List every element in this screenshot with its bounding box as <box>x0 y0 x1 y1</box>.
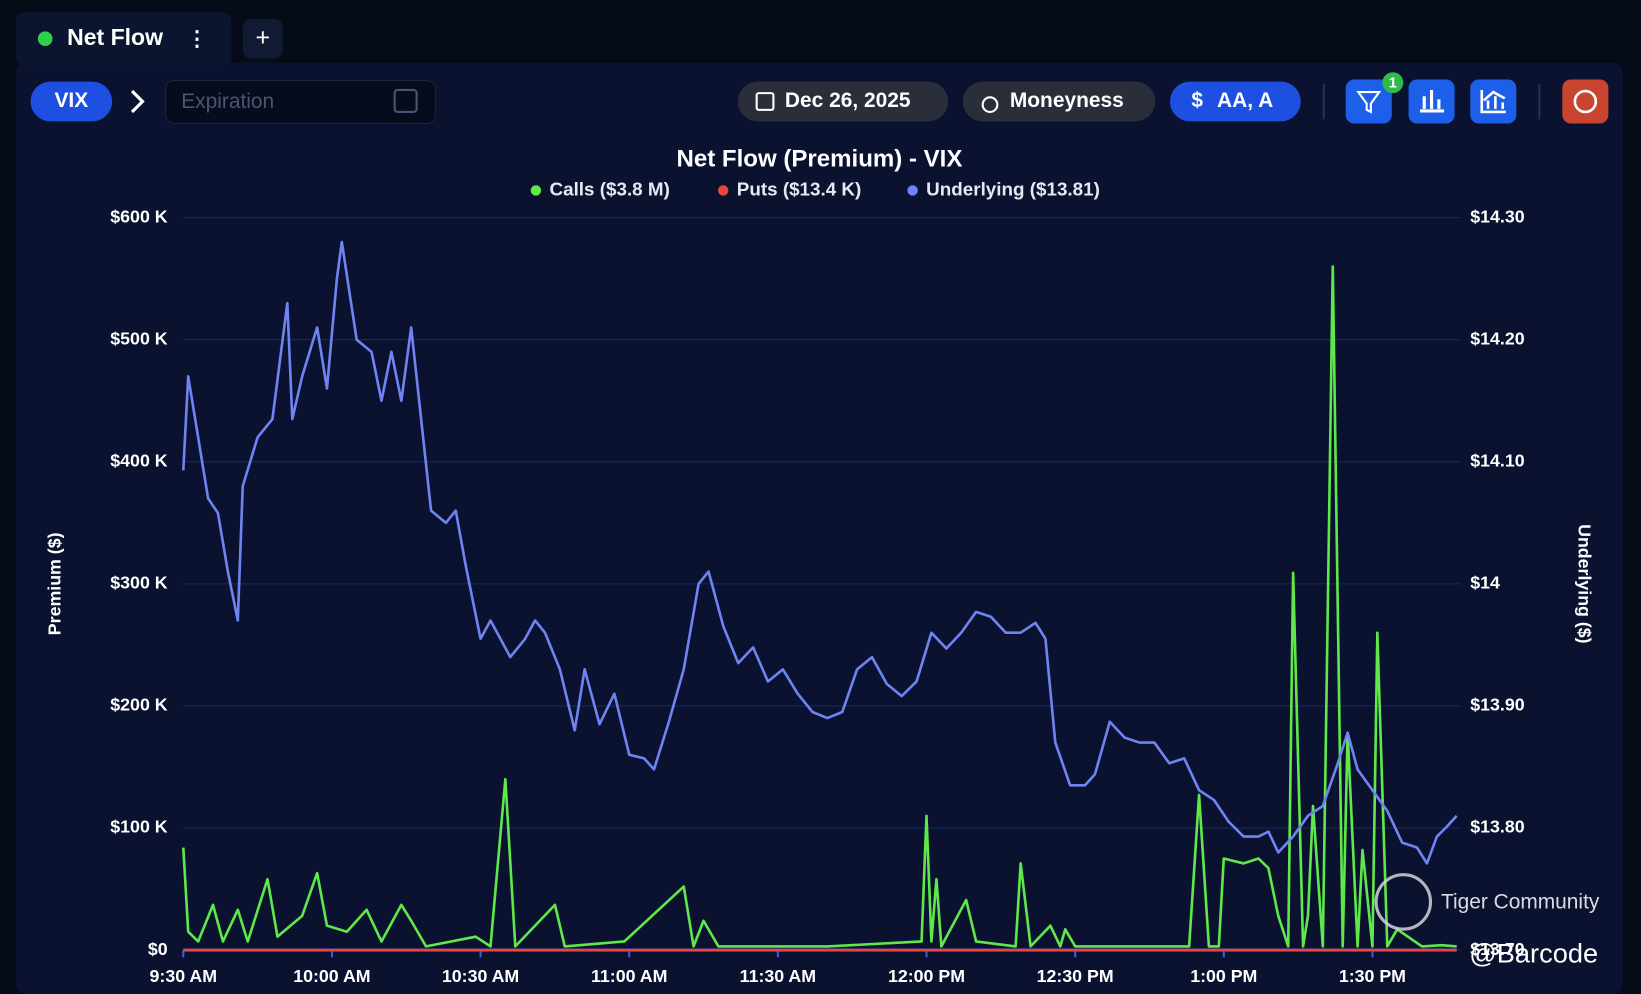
y-tick-label: $400 K <box>110 450 167 470</box>
tab-menu[interactable]: ⋮ <box>186 27 207 50</box>
filter-badge <box>1382 72 1404 94</box>
watermark-logo <box>1374 873 1433 931</box>
date-icon <box>755 92 775 111</box>
y2-axis-label: Underlying ($) <box>1575 524 1595 644</box>
x-tick-label: 10:00 AM <box>293 966 370 986</box>
y2-tick-label: $14.20 <box>1470 328 1524 348</box>
watermark: Tiger Community <box>1441 891 1600 914</box>
moneyness-pill[interactable] <box>962 81 1156 122</box>
combo-chart-icon <box>1480 89 1506 114</box>
date: Dec 26, 2025 <box>785 89 911 112</box>
tab-title: Net Flow <box>67 24 163 50</box>
y-tick-label: $0 <box>148 939 168 959</box>
legend-label: Underlying ($13.81) <box>926 178 1100 199</box>
y-tick-label: $500 K <box>110 328 167 348</box>
series-line <box>181 240 1458 865</box>
x-tick-label: 1:00 PM <box>1190 966 1257 986</box>
calendar-icon <box>393 88 418 114</box>
status-dot <box>37 31 53 47</box>
expiration-placeholder: Expiration <box>181 90 274 113</box>
y-tick-label: $100 K <box>110 817 167 837</box>
x-tick-label: 12:30 PM <box>1037 966 1114 986</box>
size-pill[interactable] <box>1169 81 1301 122</box>
chart-title: Net Flow (Premium) - VIX <box>676 145 962 172</box>
y2-tick-label: $13.90 <box>1470 695 1524 715</box>
dollar-icon: $ <box>1191 89 1203 112</box>
moneyness-icon <box>981 96 999 114</box>
date-pill[interactable] <box>737 81 949 122</box>
ticker-pill[interactable] <box>30 81 113 122</box>
legend-marker <box>530 185 542 196</box>
x-tick-label: 11:30 AM <box>740 966 816 986</box>
ticker: VIX <box>54 89 88 112</box>
add-tab[interactable] <box>242 18 283 59</box>
legend-label: Calls ($3.8 M) <box>550 178 670 199</box>
x-tick-label: 9:30 AM <box>150 966 217 986</box>
expiration-input[interactable] <box>164 80 436 124</box>
legend-marker <box>907 185 918 196</box>
panel <box>15 62 1624 994</box>
tab[interactable] <box>15 12 232 65</box>
legend: Calls ($3.8 M) Puts ($13.4 K) Underlying (… <box>530 178 1100 199</box>
bar-chart-icon <box>1420 89 1445 113</box>
y2-tick-label: $14 <box>1470 573 1500 593</box>
filter-count: 1 <box>1389 76 1397 92</box>
x-tick-label: 1:30 PM <box>1339 966 1406 986</box>
reset-button[interactable] <box>1562 79 1609 124</box>
series-line <box>181 265 1457 948</box>
reset-icon <box>1573 89 1598 114</box>
legend-marker <box>717 185 729 196</box>
size-filter: AA, A <box>1217 89 1273 112</box>
chevron <box>130 89 145 114</box>
legend-label: Puts ($13.4 K) <box>737 178 862 199</box>
y-tick-label: $200 K <box>110 695 167 715</box>
y-tick-label: $300 K <box>110 573 167 593</box>
add-tab-icon: + <box>255 23 270 51</box>
y2-tick-label: $14.10 <box>1470 450 1524 470</box>
y2-tick-label: $13.80 <box>1470 817 1524 837</box>
x-tick-label: 11:00 AM <box>591 966 667 986</box>
x-tick-label: 10:30 AM <box>442 966 519 986</box>
y2-tick-label: $13.70 <box>1470 939 1524 959</box>
filter-icon <box>1356 91 1382 114</box>
moneyness: Moneyness <box>1010 89 1124 112</box>
y-tick-label: $600 K <box>110 206 167 226</box>
y-axis-label: Premium ($) <box>44 532 64 635</box>
y2-tick-label: $14.30 <box>1470 206 1524 226</box>
combo-chart-button[interactable] <box>1470 79 1517 124</box>
x-tick-label: 12:00 PM <box>888 966 965 986</box>
credit: @Barcode <box>1469 937 1598 968</box>
plot: $0 $100 K $200 K $300 K $400 K $500 K $600 K $1… <box>110 206 1524 986</box>
filter-button[interactable] <box>1345 79 1392 124</box>
